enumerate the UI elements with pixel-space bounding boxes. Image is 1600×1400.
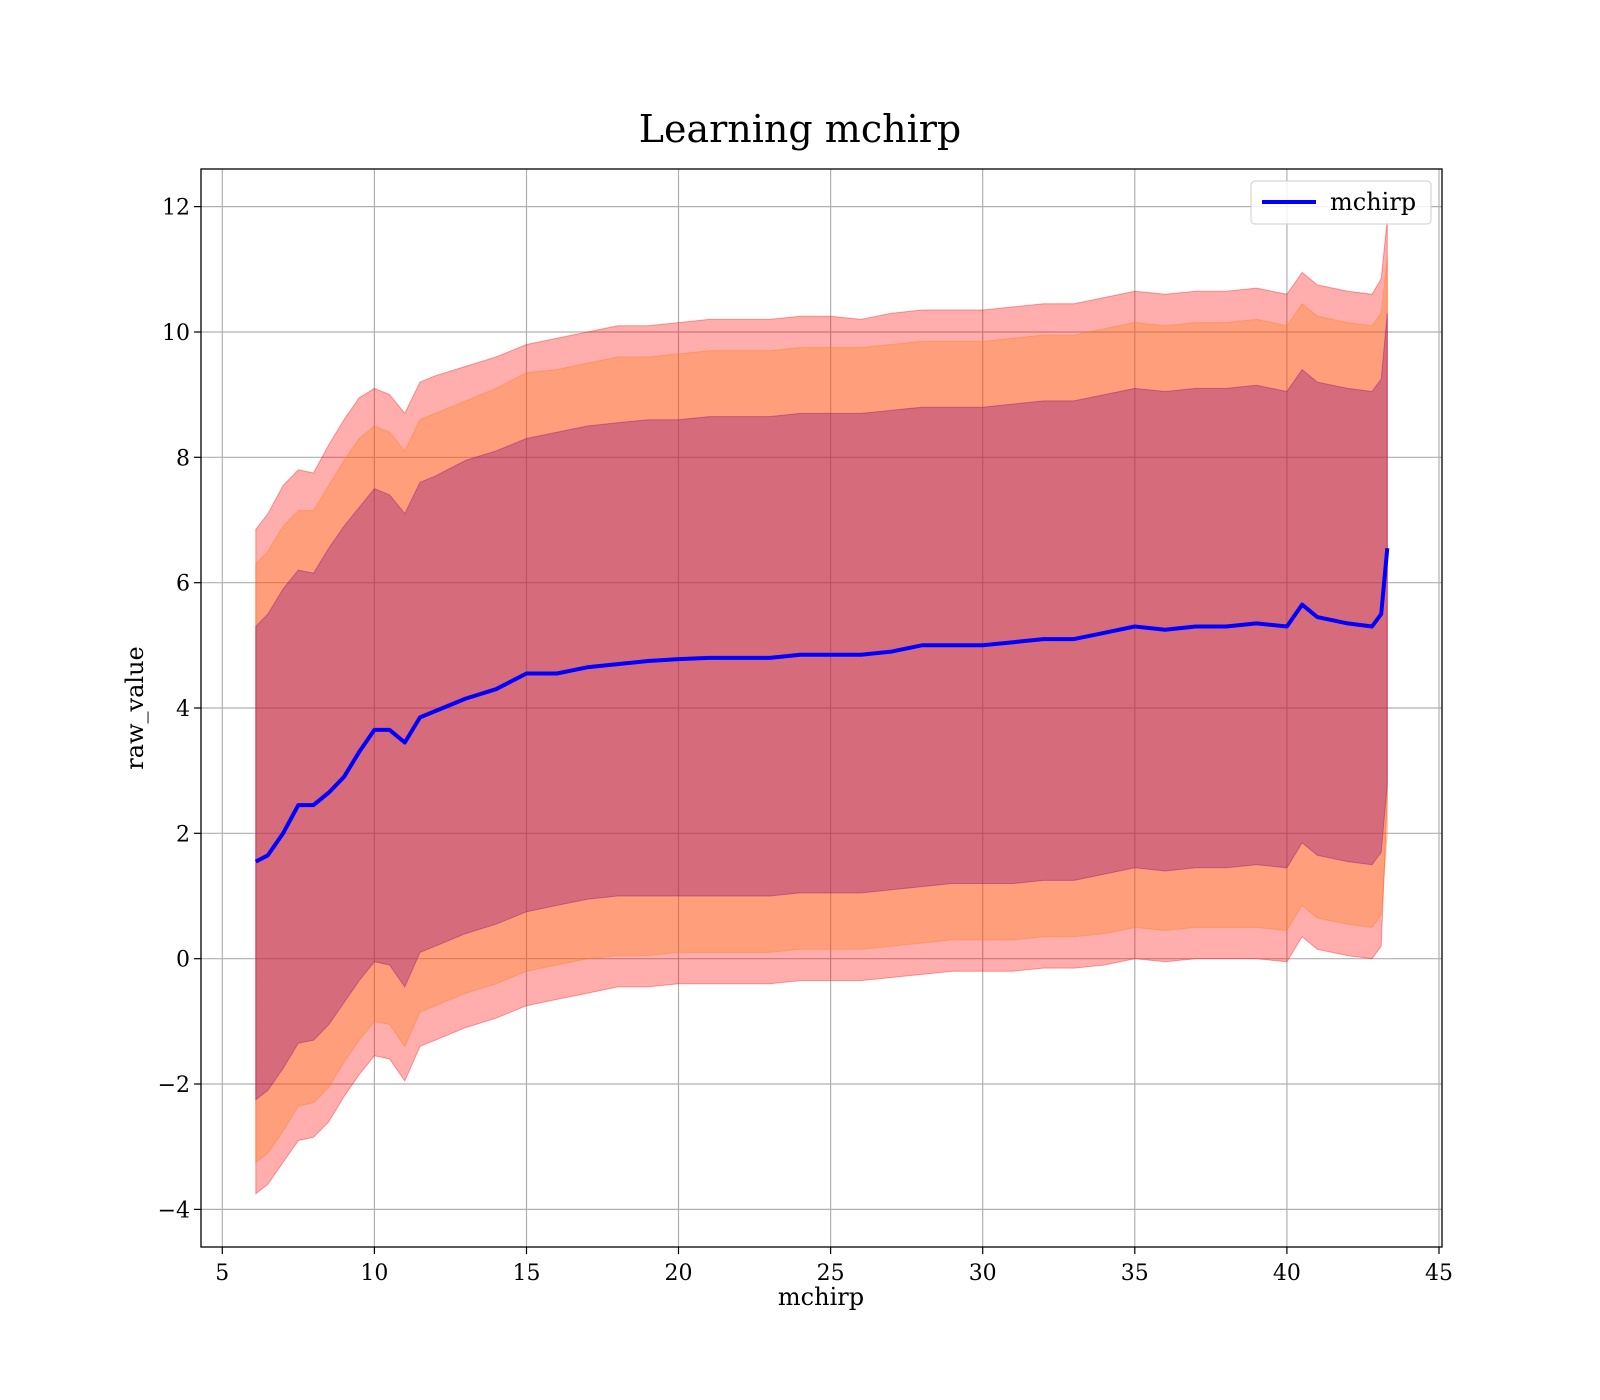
y-tick-label: −2 [158, 1073, 190, 1098]
tick-layer: 5 10 15 20 25 30 35 40 45 −4 −2 0 2 4 6 8 10 12 [158, 196, 1453, 1286]
x-tick-label: 25 [817, 1261, 845, 1286]
y-tick-label: 2 [176, 822, 190, 847]
x-tick-label: 10 [360, 1261, 388, 1286]
x-tick-label: 30 [969, 1261, 997, 1286]
series-line-mchirp [254, 548, 1390, 864]
y-axis-label: raw_value [121, 646, 149, 770]
grid [201, 169, 1442, 1247]
x-tick-label: 35 [1121, 1261, 1149, 1286]
y-tick-label: 12 [162, 196, 190, 221]
line-layer [254, 548, 1390, 864]
x-axis-label: mchirp [778, 1283, 864, 1311]
y-tick-label: 8 [176, 446, 190, 471]
uncertainty-band [255, 256, 1388, 1164]
y-tick-label: 4 [176, 697, 190, 722]
band-layer [255, 219, 1388, 1195]
y-tick-label: 0 [176, 948, 190, 973]
x-tick-label: 20 [665, 1261, 693, 1286]
legend-box [1250, 180, 1432, 225]
legend: mchirp [1250, 180, 1432, 225]
chart-title: Learning mchirp [639, 107, 961, 151]
uncertainty-band [255, 219, 1388, 1195]
y-tick-label: 10 [162, 321, 190, 346]
x-tick-label: 45 [1425, 1261, 1453, 1286]
x-tick-label: 40 [1273, 1261, 1301, 1286]
x-tick-label: 5 [215, 1261, 229, 1286]
uncertainty-band [255, 313, 1388, 1101]
legend-label: mchirp [1330, 188, 1416, 216]
y-tick-label: 6 [176, 572, 190, 597]
x-tick-label: 15 [513, 1261, 541, 1286]
y-tick-label: −4 [158, 1198, 190, 1223]
